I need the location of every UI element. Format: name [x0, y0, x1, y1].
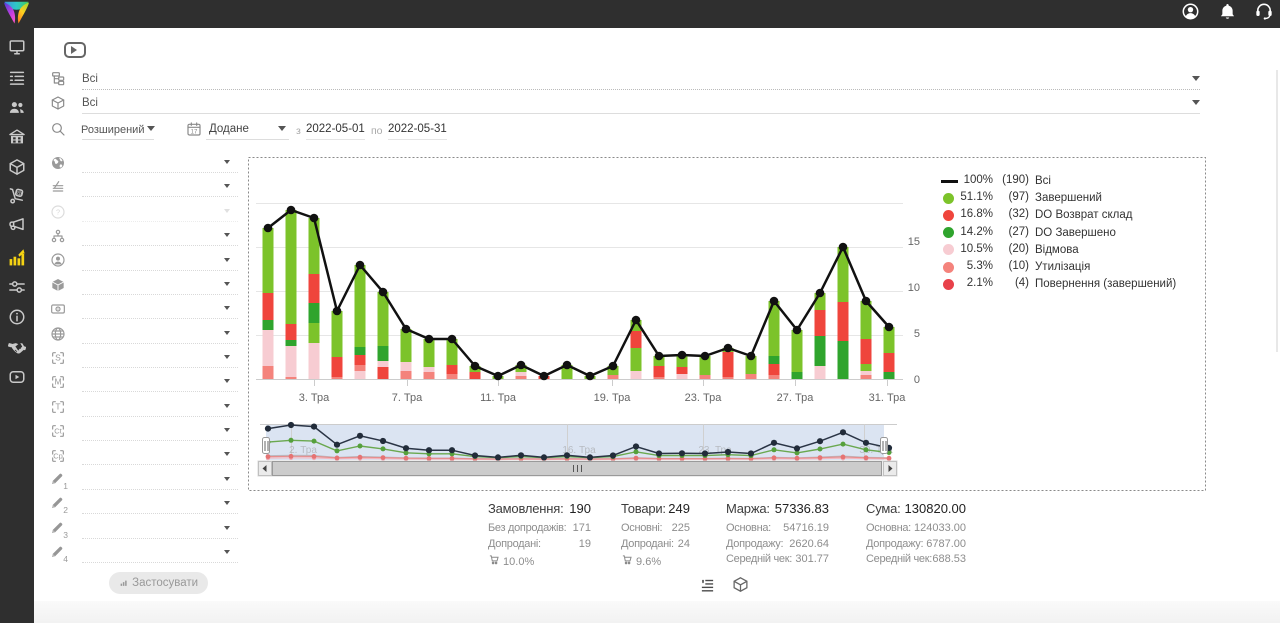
svg-text:0: 0: [914, 374, 920, 386]
svg-text:?: ?: [56, 208, 60, 217]
svg-text:10: 10: [908, 282, 920, 294]
svg-text:3. Тра: 3. Тра: [299, 392, 330, 404]
svg-text:S: S: [55, 353, 61, 363]
svg-text:@: @: [15, 191, 22, 198]
svg-text:Ct: Ct: [54, 427, 62, 436]
svg-text:2. Тра: 2. Тра: [289, 445, 317, 456]
svg-text:15: 15: [908, 236, 920, 248]
svg-text:27. Тра: 27. Тра: [777, 392, 815, 404]
svg-text:23. Тра: 23. Тра: [698, 445, 732, 456]
svg-text:19. Тра: 19. Тра: [594, 392, 632, 404]
svg-text:16. Тра: 16. Тра: [562, 445, 596, 456]
svg-text:11. Тра: 11. Тра: [480, 392, 517, 404]
svg-text:5: 5: [914, 328, 920, 340]
svg-text:7. Тра: 7. Тра: [392, 392, 423, 404]
svg-text:17: 17: [191, 129, 198, 135]
svg-text:T: T: [55, 402, 60, 412]
svg-text:M: M: [54, 377, 61, 387]
svg-text:Cp: Cp: [53, 452, 63, 461]
svg-text:23. Тра: 23. Тра: [685, 392, 723, 404]
svg-text:31. Тра: 31. Тра: [869, 392, 907, 404]
